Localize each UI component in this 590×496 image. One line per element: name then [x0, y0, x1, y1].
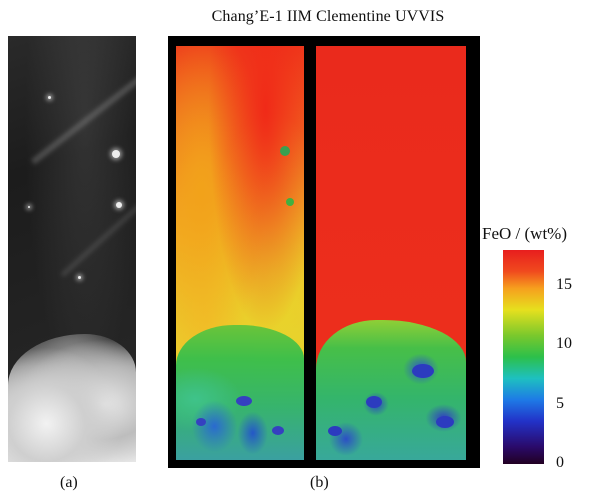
figure-title: Chang’E-1 IIM Clementine UVVIS: [211, 8, 445, 25]
uvvis-feo-map: [316, 46, 466, 460]
low-feo-blob: [196, 418, 206, 426]
panel-a-caption: (a): [60, 474, 78, 491]
colorbar-tick-label: 10: [556, 335, 572, 353]
colorbar-label: FeO / (wt%): [482, 224, 567, 243]
colorbar-tick-label: 15: [556, 275, 572, 293]
bright-crater: [48, 96, 51, 99]
uvvis-low-feo-area: [316, 320, 466, 460]
iim-low-feo-area: [176, 325, 304, 460]
crater-spot: [286, 198, 294, 206]
colorbar-tick-label: 5: [556, 394, 564, 412]
panel-b-feo-maps: [168, 36, 480, 468]
iim-feo-map: [176, 46, 304, 460]
low-feo-blob: [236, 396, 252, 406]
bright-crater: [78, 276, 81, 279]
low-feo-blob: [272, 426, 284, 435]
colorbar-tick-label: 0: [556, 454, 564, 471]
bright-crater: [112, 150, 120, 158]
bright-crater: [28, 206, 30, 208]
low-feo-blob: [328, 426, 342, 436]
low-feo-blob: [366, 396, 382, 408]
bright-crater: [116, 202, 122, 208]
feo-colorbar: [503, 250, 544, 464]
low-feo-blob: [436, 416, 454, 428]
bright-highland-region: [8, 334, 136, 462]
panel-a-grayscale-image: [8, 36, 136, 462]
panel-b-caption: (b): [310, 474, 329, 491]
low-feo-blob: [412, 364, 434, 378]
crater-spot: [280, 146, 290, 156]
